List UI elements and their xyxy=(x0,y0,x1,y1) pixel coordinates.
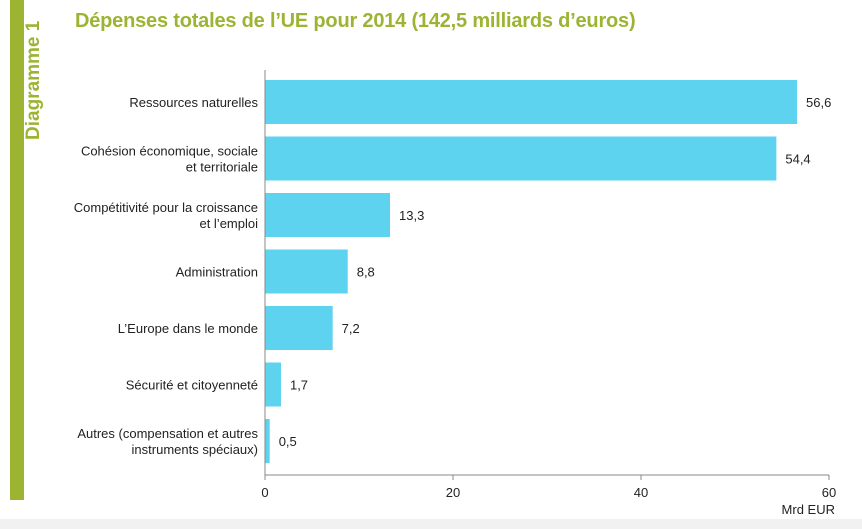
bar xyxy=(265,362,281,407)
category-label-line: Compétitivité pour la croissance xyxy=(74,200,258,215)
x-tick-label: 0 xyxy=(261,485,268,500)
category-label-line: Ressources naturelles xyxy=(129,95,258,110)
bottom-strip xyxy=(0,519,862,529)
bar-value-label: 1,7 xyxy=(290,378,308,393)
x-tick-label: 60 xyxy=(822,485,836,500)
category-label: Ressources naturelles xyxy=(129,95,258,110)
category-label-line: instruments spéciaux) xyxy=(132,442,258,457)
category-label-line: Cohésion économique, sociale xyxy=(81,144,258,159)
bar xyxy=(265,80,798,124)
bar-value-label: 7,2 xyxy=(342,321,360,336)
bar-value-label: 56,6 xyxy=(806,95,831,110)
bar xyxy=(265,306,333,350)
category-label-line: L’Europe dans le monde xyxy=(118,321,258,336)
chart-title: Dépenses totales de l’UE pour 2014 (142,… xyxy=(75,10,636,32)
bar-value-label: 8,8 xyxy=(357,265,375,280)
category-label-line: et l’emploi xyxy=(199,216,258,231)
bar-value-label: 13,3 xyxy=(399,208,424,223)
category-label: Compétitivité pour la croissance et l’emp… xyxy=(74,200,258,231)
bar-value-label: 54,4 xyxy=(785,152,810,167)
category-label: Cohésion économique, sociale et territori… xyxy=(81,144,258,175)
category-label: Administration xyxy=(176,265,258,280)
category-label: L’Europe dans le monde xyxy=(118,321,258,336)
category-label-line: Sécurité et citoyenneté xyxy=(126,378,258,393)
bar xyxy=(265,136,777,181)
bar xyxy=(265,193,391,237)
x-tick-label: 20 xyxy=(446,485,460,500)
category-label-line: Administration xyxy=(176,265,258,280)
x-axis-label: Mrd EUR xyxy=(782,502,835,517)
bar xyxy=(265,249,348,294)
side-accent-bar xyxy=(10,0,24,500)
category-label: Sécurité et citoyenneté xyxy=(126,378,258,393)
category-label-line: Autres (compensation et autres xyxy=(77,426,258,441)
bar-value-label: 0,5 xyxy=(279,434,297,449)
category-label-line: et territoriale xyxy=(186,160,258,175)
category-label: Autres (compensation et autres instrument… xyxy=(77,426,258,457)
x-tick-label: 40 xyxy=(634,485,648,500)
bar xyxy=(265,419,270,463)
